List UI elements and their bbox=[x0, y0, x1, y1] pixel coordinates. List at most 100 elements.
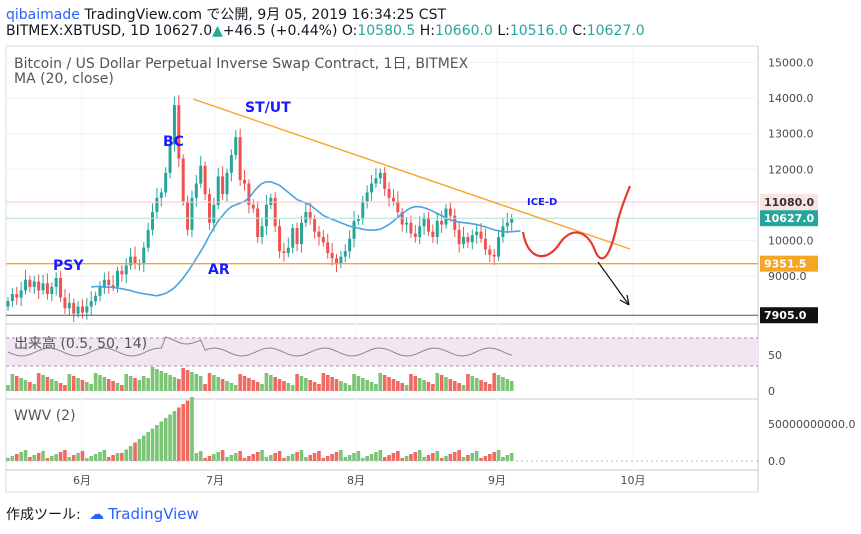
volume-legend[interactable]: 出来高 (0.5, 50, 14) bbox=[14, 336, 148, 352]
candle-body bbox=[6, 301, 10, 307]
publish-info: TradingView.com で公開, 9月 05, 2019 16:34:2… bbox=[84, 7, 447, 23]
volume-bar bbox=[378, 373, 383, 391]
volume-bar bbox=[466, 374, 470, 391]
candle-body bbox=[238, 137, 242, 180]
volume-bar bbox=[190, 372, 194, 391]
volume-bar bbox=[435, 373, 440, 391]
wwv-bar bbox=[391, 453, 396, 461]
candle-body bbox=[116, 270, 119, 287]
wwv-bar bbox=[251, 454, 256, 461]
wwv-bar bbox=[225, 457, 229, 461]
volume-bar bbox=[264, 373, 269, 391]
candle-body bbox=[413, 233, 417, 237]
tradingview-brand[interactable]: TradingView bbox=[108, 505, 199, 523]
candle-body bbox=[203, 165, 207, 195]
wwv-bar bbox=[299, 450, 304, 461]
wwv-bar bbox=[422, 457, 426, 461]
candle-body bbox=[299, 222, 303, 245]
volume-bar bbox=[448, 379, 453, 391]
wwv-bar bbox=[168, 414, 172, 461]
volume-bar bbox=[509, 381, 514, 391]
wwv-bar bbox=[32, 455, 37, 461]
candle-body bbox=[102, 279, 106, 287]
wwv-bar bbox=[238, 451, 242, 461]
candle-body bbox=[41, 283, 45, 291]
candle-body bbox=[32, 281, 36, 287]
wwv-bar bbox=[317, 451, 321, 461]
candle-body bbox=[72, 302, 76, 314]
volume-bar bbox=[198, 376, 203, 391]
wwv-bar bbox=[382, 457, 387, 461]
volume-bar bbox=[6, 385, 10, 391]
ma-legend[interactable]: MA (20, close) bbox=[14, 71, 114, 87]
wwv-bar bbox=[216, 452, 221, 461]
candle-body bbox=[59, 277, 63, 298]
wwv-bar bbox=[417, 450, 422, 461]
wwv-bar bbox=[120, 453, 124, 461]
wwv-bar bbox=[356, 451, 361, 461]
volume-bar bbox=[247, 378, 251, 391]
volume-bar bbox=[163, 373, 168, 391]
volume-bar bbox=[260, 384, 264, 391]
tradingview-logo-icon[interactable]: ☁ bbox=[89, 505, 105, 523]
candle-body bbox=[391, 197, 395, 202]
low-price-badge bbox=[760, 307, 818, 324]
candle-body bbox=[85, 306, 89, 313]
wwv-bar bbox=[141, 435, 146, 461]
wwv-bar bbox=[452, 452, 457, 461]
volume-bar bbox=[45, 377, 50, 391]
volume-bar bbox=[347, 385, 352, 391]
price-tick-label: 9000.0 bbox=[768, 270, 807, 283]
volume-bar bbox=[439, 375, 444, 391]
wwv-legend[interactable]: WWV (2) bbox=[14, 408, 76, 424]
candle-body bbox=[326, 242, 330, 254]
candle-body bbox=[133, 256, 137, 264]
wwv-bar bbox=[457, 450, 461, 461]
volume-bar bbox=[321, 373, 326, 391]
volume-bar bbox=[277, 379, 282, 391]
projection-path bbox=[521, 185, 632, 260]
volume-bar bbox=[111, 381, 115, 391]
volume-bar bbox=[115, 383, 120, 391]
close-label: C: bbox=[572, 23, 587, 39]
wwv-bar bbox=[409, 454, 413, 461]
wwv-bar bbox=[321, 458, 326, 461]
wwv-bar bbox=[264, 457, 269, 461]
candle-body bbox=[159, 192, 163, 198]
wwv-bar bbox=[435, 451, 440, 461]
oscillator-line bbox=[7, 336, 512, 357]
wwv-bar bbox=[400, 458, 404, 461]
volume-bar bbox=[141, 376, 146, 391]
volume-bar bbox=[492, 373, 496, 391]
wwv-bar bbox=[45, 458, 50, 461]
ma-20-line bbox=[91, 181, 521, 297]
last-price-badge-text: 10627.0 bbox=[764, 212, 814, 225]
wwv-bar bbox=[203, 458, 207, 461]
main-legend-title: Bitcoin / US Dollar Perpetual Inverse Sw… bbox=[14, 56, 469, 72]
candle-body bbox=[216, 176, 220, 205]
candle-body bbox=[462, 236, 466, 245]
volume-bar bbox=[216, 377, 221, 391]
volume-bar bbox=[299, 376, 304, 391]
candle-body bbox=[146, 229, 150, 248]
volume-bar bbox=[352, 374, 356, 391]
candle-body bbox=[448, 208, 452, 216]
volume-bar bbox=[325, 375, 330, 391]
author-name[interactable]: qibaimade bbox=[6, 7, 80, 23]
wwv-bar bbox=[308, 455, 313, 461]
candle-body bbox=[172, 105, 176, 145]
wwv-bar bbox=[277, 451, 282, 461]
wwv-bar bbox=[124, 449, 129, 461]
wwv-bar bbox=[360, 458, 365, 461]
volume-bar bbox=[19, 378, 23, 391]
time-tick-label: 7月 bbox=[206, 474, 224, 487]
volume-bar bbox=[177, 379, 181, 391]
wwv-bar bbox=[67, 457, 72, 461]
candle-body bbox=[505, 222, 509, 227]
wwv-bar bbox=[233, 453, 238, 461]
volume-bar bbox=[67, 374, 72, 391]
wwv-bar bbox=[444, 456, 448, 461]
volume-bar bbox=[334, 379, 339, 391]
